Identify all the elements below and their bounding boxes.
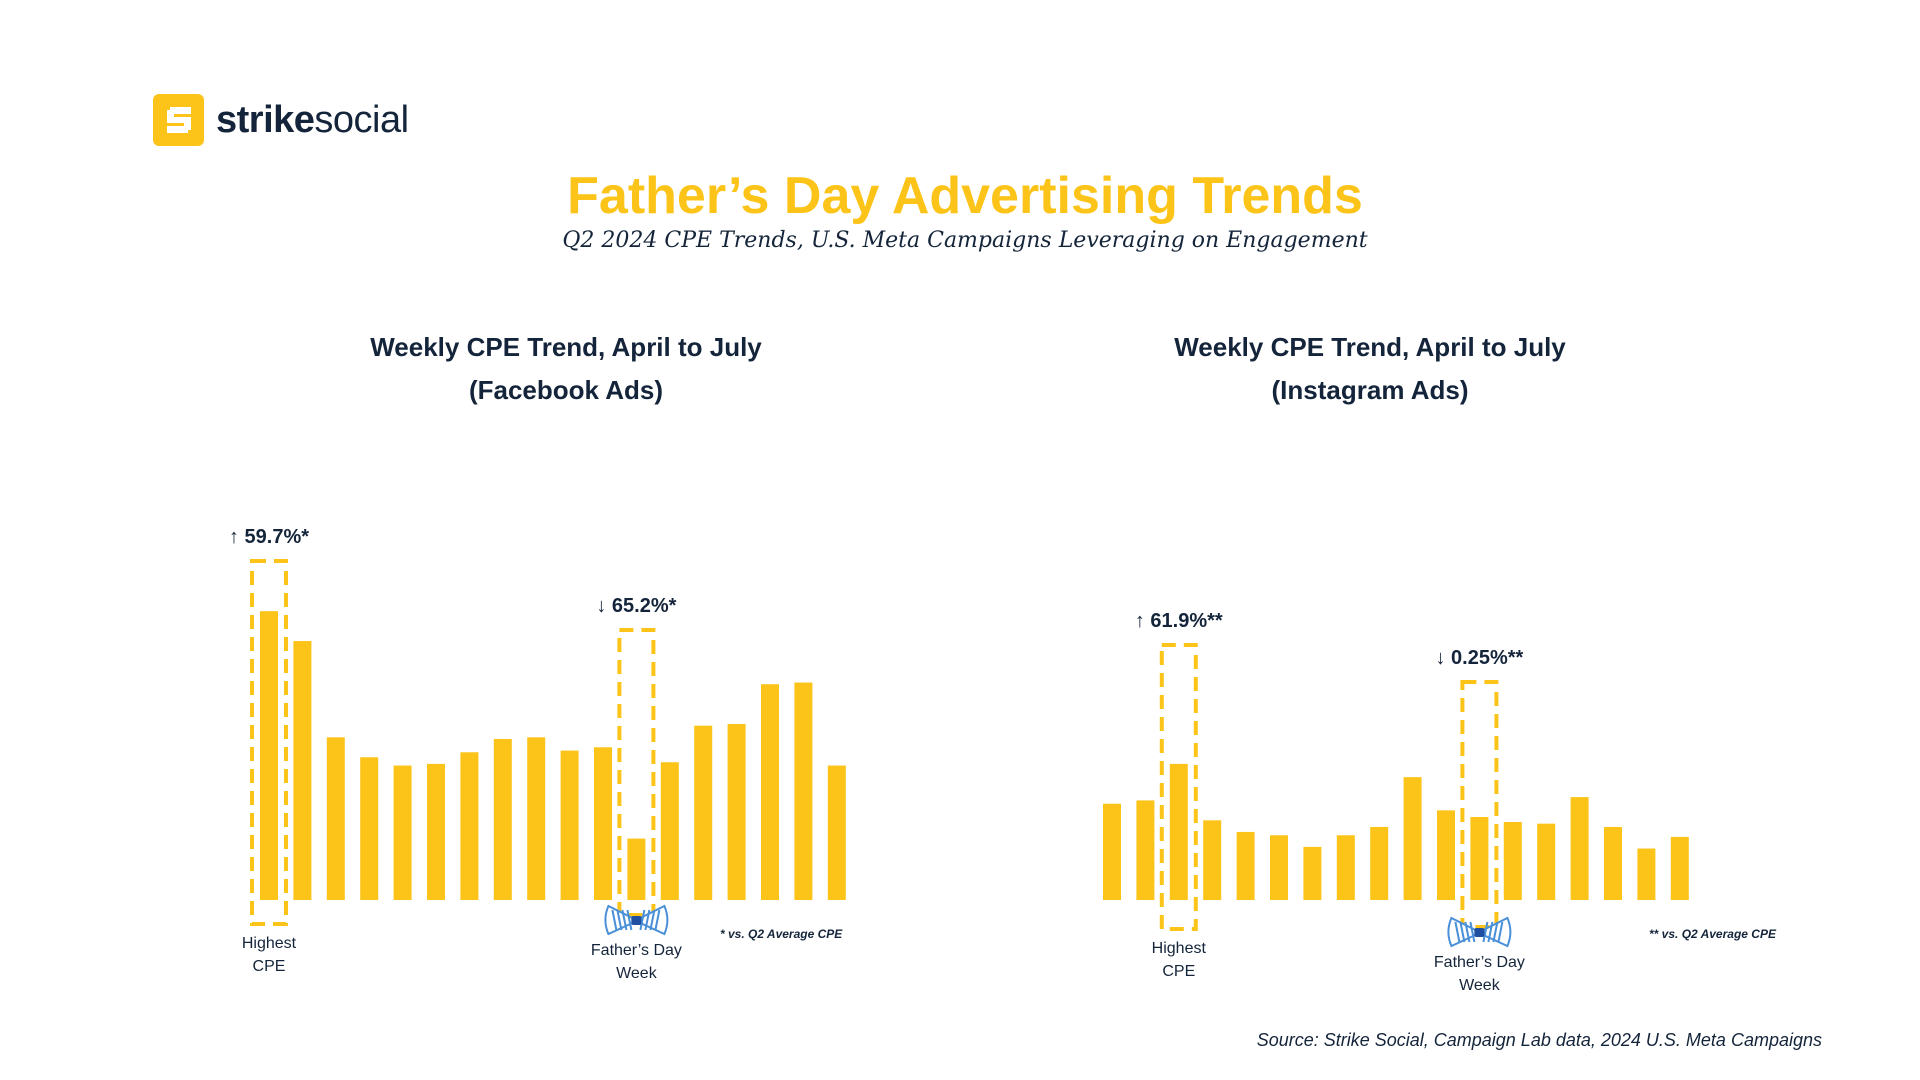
bar — [326, 737, 345, 900]
bar — [660, 762, 679, 900]
instagram-chart: ↑ 61.9%** Highest CPE ↓ 0.25%** Father’s Day… — [1103, 610, 1689, 994]
bar — [727, 724, 746, 900]
bar — [1169, 763, 1188, 900]
bowtie-icon — [604, 904, 669, 936]
bar — [1103, 803, 1121, 900]
logo: strikesocial — [153, 94, 409, 146]
highlight-box — [617, 628, 656, 917]
highlight-label-line1: Highest — [242, 935, 297, 952]
highlight-label-line2: CPE — [1162, 963, 1195, 980]
change-label: ↓ 65.2%* — [596, 595, 676, 617]
chart-title-line2: (Instagram Ads) — [1271, 375, 1469, 405]
bar — [627, 838, 646, 900]
chart-title-instagram: Weekly CPE Trend, April to July (Instagr… — [1020, 326, 1720, 412]
highlight-label-line1: Highest — [1152, 940, 1207, 957]
bar — [594, 747, 612, 900]
highlight-box — [1159, 643, 1198, 931]
bar — [794, 682, 813, 900]
chart-title-line1: Weekly CPE Trend, April to July — [1174, 332, 1566, 362]
bar — [493, 738, 512, 900]
footnote-instagram: ** vs. Q2 Average CPE — [1649, 927, 1776, 941]
page-subtitle: Q2 2024 CPE Trends, U.S. Meta Campaigns … — [562, 228, 1368, 253]
bar — [1503, 821, 1522, 900]
bar — [1470, 817, 1489, 900]
highlight-label-line2: Week — [616, 965, 658, 982]
change-label: ↑ 59.7%* — [229, 526, 309, 548]
bar — [460, 752, 479, 900]
strike-social-logo-icon — [153, 94, 204, 146]
bar — [393, 765, 412, 900]
chart-title-facebook: Weekly CPE Trend, April to July (Faceboo… — [216, 326, 916, 412]
bar — [827, 765, 846, 900]
page-title: Father’s Day Advertising Trends — [567, 167, 1363, 225]
change-label: ↑ 61.9%** — [1135, 610, 1223, 632]
change-label: ↓ 0.25%** — [1435, 647, 1523, 669]
highlight-box — [1460, 680, 1499, 929]
bar — [1670, 836, 1689, 900]
bar — [1370, 826, 1389, 900]
bar — [427, 763, 445, 900]
highlight-label-line2: CPE — [253, 958, 286, 975]
bar — [1336, 835, 1355, 900]
bar — [360, 757, 379, 900]
logo-text-bold: strike — [216, 99, 315, 141]
bar — [1537, 823, 1556, 900]
bowtie-icon — [1447, 916, 1512, 948]
source-note: Source: Strike Social, Campaign Lab data… — [1256, 1030, 1822, 1050]
logo-text-regular: social — [314, 99, 409, 141]
chart-title-line2: (Facebook Ads) — [468, 375, 664, 405]
logo-wordmark: strikesocial — [216, 101, 409, 139]
highlight-label-line1: Father’s Day — [591, 942, 682, 959]
bar — [1604, 826, 1622, 900]
footnote-facebook: * vs. Q2 Average CPE — [720, 927, 843, 941]
facebook-chart: ↑ 59.7%* Highest CPE ↓ 65.2%* Father’s Day We… — [229, 526, 846, 982]
bar — [1270, 835, 1288, 900]
highlight-label-line2: Week — [1459, 977, 1501, 994]
bar — [761, 684, 779, 900]
bar — [527, 737, 546, 900]
bar — [560, 750, 579, 900]
bar — [1570, 797, 1589, 900]
bar — [1236, 831, 1255, 900]
bar — [1637, 848, 1656, 900]
highlight-label-line1: Father’s Day — [1434, 954, 1525, 971]
bar — [1437, 810, 1455, 900]
bar — [1203, 820, 1222, 900]
bar — [1136, 800, 1155, 900]
bar — [694, 725, 713, 900]
bar — [1303, 846, 1322, 900]
bar — [1403, 777, 1422, 900]
bar — [293, 641, 312, 900]
chart-title-line1: Weekly CPE Trend, April to July — [370, 332, 762, 362]
bar — [260, 611, 278, 900]
